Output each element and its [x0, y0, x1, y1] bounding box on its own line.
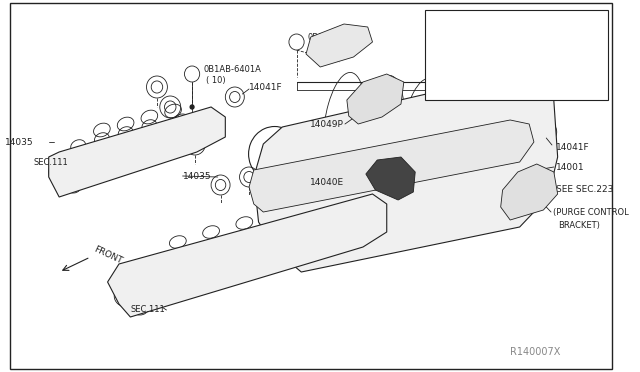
Polygon shape — [500, 164, 557, 220]
Polygon shape — [306, 24, 372, 67]
Polygon shape — [249, 120, 534, 212]
Text: 14041F: 14041F — [249, 83, 283, 92]
Text: SEE SEC.223: SEE SEC.223 — [556, 185, 613, 193]
Circle shape — [289, 34, 304, 50]
Polygon shape — [347, 74, 404, 124]
Text: 14041F: 14041F — [556, 142, 589, 151]
Circle shape — [184, 66, 200, 82]
Text: SEC.111: SEC.111 — [33, 157, 68, 167]
Polygon shape — [366, 157, 415, 200]
Ellipse shape — [536, 121, 557, 143]
Text: ( 2): ( 2) — [314, 45, 328, 55]
Ellipse shape — [541, 126, 552, 138]
Polygon shape — [254, 74, 557, 272]
Text: B: B — [189, 71, 195, 77]
Text: 14001: 14001 — [556, 163, 584, 171]
Circle shape — [190, 105, 194, 109]
Text: 14040E: 14040E — [310, 177, 344, 186]
Text: 0B1AB-6401A: 0B1AB-6401A — [204, 64, 261, 74]
Polygon shape — [528, 32, 557, 55]
Bar — [425, 10, 608, 100]
Text: 14035: 14035 — [5, 138, 33, 147]
Text: R140007X: R140007X — [510, 347, 561, 357]
Text: 14010H: 14010H — [440, 16, 476, 25]
Text: SEC.111: SEC.111 — [131, 305, 165, 314]
Text: B: B — [294, 39, 299, 45]
Text: BRACKET): BRACKET) — [557, 221, 600, 230]
Text: 14049P: 14049P — [310, 119, 344, 128]
Polygon shape — [49, 107, 225, 197]
Text: 14035: 14035 — [182, 171, 211, 180]
Text: 14058P: 14058P — [527, 16, 561, 25]
Text: FRONT: FRONT — [92, 244, 124, 266]
Text: ( 10): ( 10) — [206, 76, 226, 84]
Text: 0B1AB-6121A: 0B1AB-6121A — [308, 32, 366, 42]
Polygon shape — [108, 194, 387, 317]
Text: (PURGE CONTROL: (PURGE CONTROL — [553, 208, 628, 217]
